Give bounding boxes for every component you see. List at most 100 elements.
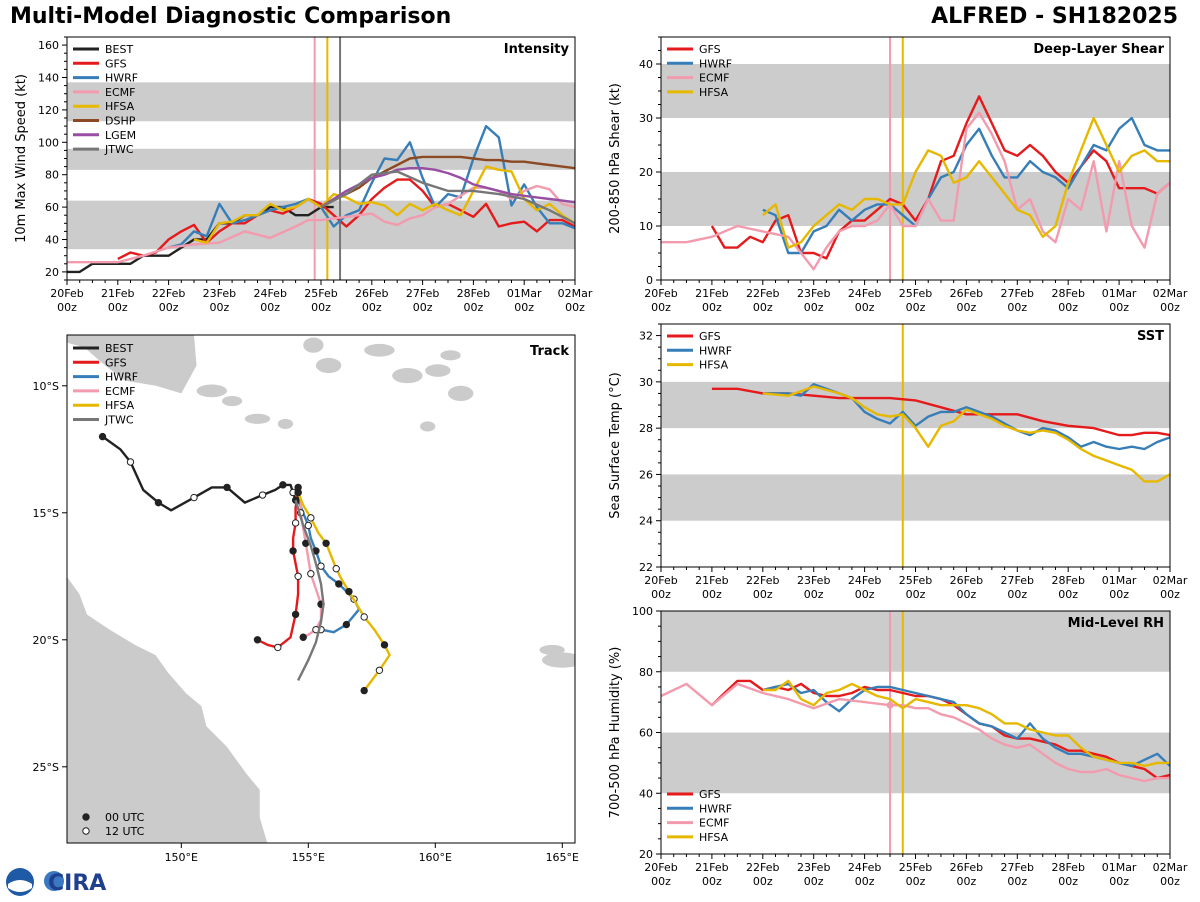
marker-legend-label: 00 UTC bbox=[105, 811, 145, 824]
sst-xtick-label-hour: 00z bbox=[1007, 588, 1027, 601]
intensity-series-group bbox=[67, 124, 575, 274]
track-point-best bbox=[126, 458, 135, 466]
marker-legend-open bbox=[82, 827, 90, 835]
rh-ytick-label: 80 bbox=[639, 666, 653, 679]
cira-logo: CIRA bbox=[4, 866, 114, 898]
intensity-xtick-label: 26Feb bbox=[355, 287, 388, 300]
sst-xtick-label: 28Feb bbox=[1051, 574, 1084, 587]
shear-xtick-label: 21Feb bbox=[695, 287, 728, 300]
intensity-legend-label-gfs: GFS bbox=[105, 57, 127, 70]
intensity-xtick-label-hour: 00z bbox=[565, 301, 585, 314]
intensity-ytick-label: 160 bbox=[38, 39, 59, 52]
intensity-xtick-label: 20Feb bbox=[50, 287, 83, 300]
track-point-best bbox=[98, 432, 107, 441]
sst-ytick-label: 28 bbox=[639, 422, 653, 435]
rh-xtick-label: 01Mar bbox=[1102, 861, 1137, 874]
rh-xtick-label: 26Feb bbox=[950, 861, 983, 874]
rh-ytick-label: 100 bbox=[632, 605, 653, 618]
rh-xtick-label-hour: 00z bbox=[1007, 875, 1027, 888]
track-point-hwrf bbox=[342, 620, 351, 629]
shear-xtick-label-hour: 00z bbox=[702, 301, 722, 314]
intensity-xtick-label: 27Feb bbox=[406, 287, 439, 300]
track-panel: 150°E 155°E 160°E 165°E 10°S 15°S 20°S 25°S Trac… bbox=[33, 334, 579, 864]
intensity-xtick-label: 22Feb bbox=[152, 287, 185, 300]
track-point-best bbox=[154, 498, 163, 507]
island-land bbox=[440, 350, 461, 361]
shear-xtick-label-hour: 00z bbox=[804, 301, 824, 314]
shear-series-group bbox=[661, 95, 1170, 271]
rh-xtick-label-hour: 00z bbox=[906, 875, 926, 888]
shear-xtick-label: 22Feb bbox=[746, 287, 779, 300]
shear-legend-label-hwrf: HWRF bbox=[699, 57, 732, 70]
track-title: Track bbox=[530, 344, 569, 359]
shear-xtick-label: 20Feb bbox=[644, 287, 677, 300]
intensity-xtick-label: 01Mar bbox=[507, 287, 542, 300]
shear-xtick-label: 24Feb bbox=[848, 287, 881, 300]
island-land bbox=[315, 357, 342, 374]
intensity-ylabel: 10m Max Wind Speed (kt) bbox=[14, 74, 29, 243]
shear-ytick-label: 10 bbox=[639, 220, 653, 233]
track-ytick-label: 20°S bbox=[33, 634, 59, 647]
shear-xtick-label: 26Feb bbox=[950, 287, 983, 300]
sst-xtick-label-hour: 00z bbox=[906, 588, 926, 601]
rh-panel: 2040608010020Feb00z21Feb00z22Feb00z23Feb… bbox=[608, 605, 1188, 888]
track-xtick-label: 150°E bbox=[165, 851, 198, 864]
track-point-ecmf bbox=[299, 633, 307, 641]
track-point-hfsa bbox=[345, 587, 353, 596]
rh-ytick-label: 40 bbox=[639, 787, 653, 800]
shear-ytick-label: 20 bbox=[639, 166, 653, 179]
track-point-hwrf bbox=[335, 580, 343, 588]
rh-xtick-label-hour: 00z bbox=[1058, 875, 1078, 888]
shear-legend-label-gfs: GFS bbox=[699, 43, 721, 56]
track-legend-label-hwrf: HWRF bbox=[105, 371, 138, 384]
track-ytick-label: 25°S bbox=[33, 761, 59, 774]
rh-legend-label-ecmf: ECMF bbox=[699, 817, 729, 830]
track-point-hfsa bbox=[380, 641, 389, 649]
shear-xtick-label: 23Feb bbox=[797, 287, 830, 300]
track-point-best bbox=[190, 493, 198, 502]
storm-id-title: ALFRED - SH182025 bbox=[931, 4, 1178, 29]
track-point-gfs bbox=[291, 519, 300, 527]
shear-xtick-label: 27Feb bbox=[1001, 287, 1034, 300]
rh-legend-label-hfsa: HFSA bbox=[699, 831, 729, 844]
sst-ytick-label: 22 bbox=[639, 561, 653, 574]
track-series-group bbox=[98, 432, 391, 695]
island-land bbox=[420, 421, 436, 432]
track-point-hfsa bbox=[360, 613, 368, 621]
shear-xtick-label-hour: 00z bbox=[1160, 301, 1180, 314]
rh-line-hfsa bbox=[762, 679, 1170, 768]
shear-xtick-label: 01Mar bbox=[1102, 287, 1137, 300]
sst-frame bbox=[660, 323, 1171, 568]
intensity-legend-label-jtwc: JTWC bbox=[104, 143, 134, 156]
track-point-best bbox=[258, 491, 267, 499]
rh-series-group bbox=[661, 679, 1170, 783]
track-xtick-label: 165°E bbox=[546, 851, 579, 864]
intensity-xtick-label-hour: 00z bbox=[159, 301, 179, 314]
sst-xtick-label: 24Feb bbox=[848, 574, 881, 587]
sst-legend-label-gfs: GFS bbox=[699, 330, 721, 343]
shear-ylabel: 200-850 hPa Shear (kt) bbox=[608, 83, 623, 234]
shear-band-0 bbox=[661, 172, 1170, 226]
rh-band-1 bbox=[661, 611, 1170, 672]
rh-xtick-label: 24Feb bbox=[848, 861, 881, 874]
sst-panel: 22242628303220Feb00z21Feb00z22Feb00z23Fe… bbox=[608, 323, 1188, 601]
intensity-xtick-label-hour: 00z bbox=[311, 301, 331, 314]
intensity-ytick-label: 140 bbox=[38, 72, 59, 85]
intensity-panel: 2040608010012014016020Feb00z21Feb00z22Fe… bbox=[14, 36, 593, 314]
track-point-gfs bbox=[291, 610, 300, 619]
shear-ytick-label: 30 bbox=[639, 112, 653, 125]
intensity-legend-label-best: BEST bbox=[105, 43, 133, 56]
rh-xtick-label: 02Mar bbox=[1153, 861, 1188, 874]
intensity-xtick-label: 02Mar bbox=[558, 287, 593, 300]
track-legend-label-jtwc: JTWC bbox=[104, 414, 134, 427]
sst-xtick-label-hour: 00z bbox=[804, 588, 824, 601]
rh-xtick-label-hour: 00z bbox=[957, 875, 977, 888]
rh-legend-label-gfs: GFS bbox=[699, 788, 721, 801]
track-point-ecmf bbox=[307, 570, 315, 578]
sst-xtick-label: 27Feb bbox=[1001, 574, 1034, 587]
track-point-hwrf bbox=[317, 562, 325, 570]
intensity-xtick-label: 28Feb bbox=[457, 287, 490, 300]
intensity-ytick-label: 80 bbox=[45, 169, 59, 182]
sst-xtick-label-hour: 00z bbox=[1109, 588, 1129, 601]
shear-band-1 bbox=[661, 64, 1170, 118]
